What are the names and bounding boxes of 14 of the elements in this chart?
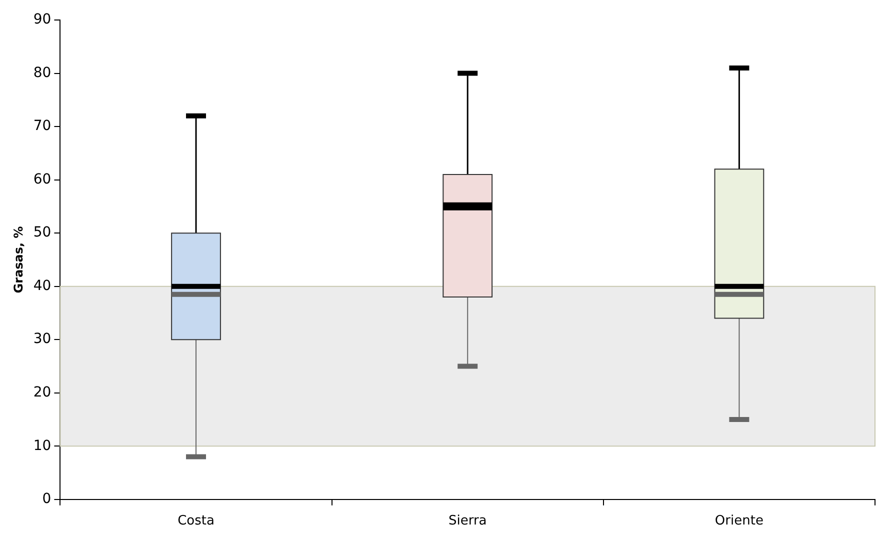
- y-tick-label: 70: [33, 118, 52, 134]
- y-tick-label: 60: [33, 171, 52, 188]
- y-axis-title: Grasas, %: [11, 226, 26, 294]
- y-tick-label: 20: [33, 384, 52, 401]
- y-tick-label: 30: [33, 331, 52, 348]
- y-tick-label: 90: [33, 12, 52, 28]
- y-tick-label: 0: [42, 491, 52, 508]
- y-tick-label: 50: [33, 224, 52, 241]
- x-tick-label: Costa: [178, 514, 214, 529]
- y-tick-label: 10: [33, 438, 52, 454]
- x-tick-label: Oriente: [714, 514, 764, 529]
- x-tick-label: Sierra: [448, 514, 487, 529]
- y-tick-label: 40: [33, 278, 52, 294]
- y-tick-label: 80: [33, 64, 52, 81]
